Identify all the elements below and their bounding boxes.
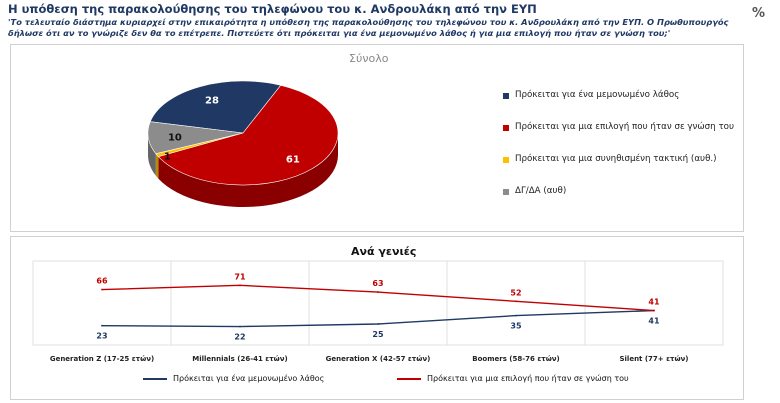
- legend-line-series-1: [143, 378, 167, 380]
- series-1-label-2: 22: [234, 333, 245, 342]
- series-2-label-4: 52: [510, 288, 521, 297]
- series-1-point-2: [239, 325, 241, 328]
- pie-chart-panel: Σύνολο 28 61 1 10 Πρόκειται για ένα μεμονωμ…: [10, 44, 744, 232]
- pie-legend: Πρόκειται για ένα μεμονωμένο λάθος Πρόκει…: [503, 89, 735, 217]
- pie-legend-label-4: ΔΓ/ΔΑ (αυθ): [515, 186, 567, 196]
- pie-legend-item-1: Πρόκειται για ένα μεμονωμένο λάθος: [503, 89, 735, 121]
- line-chart-panel: Ανά γενιές Generation Z (17-25 ετών) Mill…: [10, 236, 744, 400]
- pie-legend-swatch-3: [503, 157, 509, 163]
- series-2-label-5: 41: [648, 298, 660, 307]
- pie-legend-item-2: Πρόκειται για μια επιλογή που ήταν σε γν…: [503, 121, 735, 153]
- series-1-point-1: [101, 324, 103, 327]
- series-1-label-1: 23: [96, 332, 107, 341]
- x-tick-label-2: Millennials (26-41 ετών): [192, 355, 287, 363]
- series-2-point-5: [653, 309, 655, 312]
- series-2-point-1: [101, 288, 103, 291]
- pie-label-3: 1: [164, 151, 171, 162]
- x-tick-label-4: Boomers (58-76 ετών): [472, 355, 560, 363]
- pie-legend-label-2: Πρόκειται για μια επιλογή που ήταν σε γν…: [515, 122, 735, 132]
- pie-label-2: 61: [286, 155, 300, 166]
- line-chart: Generation Z (17-25 ετών) Millennials (26…: [32, 260, 724, 363]
- series-2-label-1: 66: [96, 277, 108, 286]
- pie-chart: 28 61 1 10: [147, 80, 339, 208]
- pie-legend-item-4: ΔΓ/ΔΑ (αυθ): [503, 185, 735, 217]
- series-line-2: [101, 284, 655, 312]
- series-1-label-3: 25: [372, 330, 384, 339]
- pie-side-2-1: [158, 133, 338, 208]
- pie-label-1: 28: [205, 96, 219, 107]
- pie-side-3-1: [155, 153, 159, 179]
- pie-legend-item-3: Πρόκειται για μια συνηθισμένη τακτική (α…: [503, 153, 735, 185]
- percent-unit-label: %: [752, 6, 766, 21]
- x-tick-label-1: Generation Z (17-25 ετών): [50, 355, 154, 363]
- line-chart-title: Ανά γενιές: [351, 245, 417, 258]
- series-2-label-3: 63: [372, 279, 383, 288]
- pie-legend-label-1: Πρόκειται για ένα μεμονωμένο λάθος: [515, 90, 680, 100]
- pie-legend-label-3: Πρόκειται για μια συνηθισμένη τακτική (α…: [515, 154, 717, 164]
- pie-legend-swatch-4: [503, 189, 509, 195]
- series-1-point-4: [515, 314, 517, 317]
- pie-legend-swatch-2: [503, 125, 509, 131]
- legend-label-series-1: Πρόκειται για ένα μεμονωμένο λάθος: [173, 374, 325, 383]
- plot-area-frame: [32, 260, 724, 346]
- legend-label-series-2: Πρόκειται για μια επιλογή που ήταν σε γν…: [427, 374, 629, 383]
- x-tick-label-3: Generation X (42-57 ετών): [326, 355, 431, 363]
- series-2-label-2: 71: [234, 272, 246, 281]
- pie-slice-1: [149, 80, 282, 134]
- pie-legend-swatch-1: [503, 93, 509, 99]
- series-2-point-2: [239, 284, 241, 287]
- pie-slice-4: [147, 121, 244, 154]
- survey-question: 'Το τελευταίο διάστημα κυριαρχεί στην επ…: [8, 17, 729, 38]
- series-2-point-4: [515, 300, 517, 303]
- series-1-label-4: 35: [510, 322, 522, 331]
- legend-line-series-2: [397, 378, 421, 380]
- pie-slice-2: [157, 84, 339, 186]
- x-tick-label-5: Silent (77+ ετών): [619, 355, 688, 363]
- pie-label-4: 10: [168, 133, 182, 144]
- page-title: Η υπόθεση της παρακολούθησης του τηλεφών…: [8, 2, 537, 16]
- pie-chart-title: Σύνολο: [349, 52, 389, 65]
- series-1-label-5: 41: [648, 317, 660, 326]
- series-1-point-3: [377, 323, 379, 325]
- series-2-point-3: [377, 291, 379, 293]
